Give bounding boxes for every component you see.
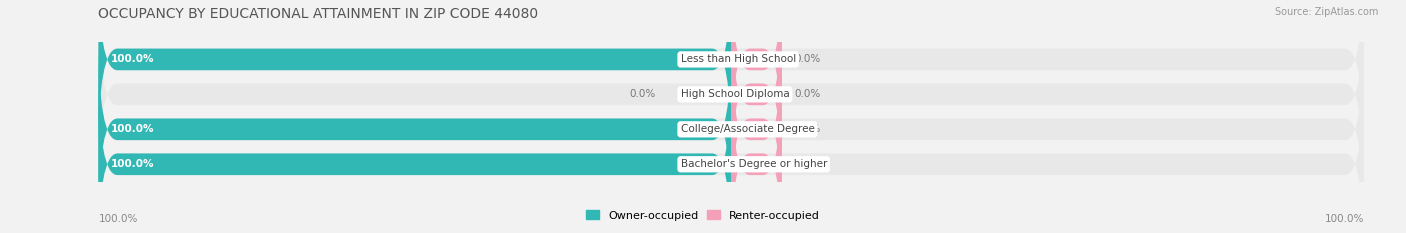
FancyBboxPatch shape: [731, 35, 782, 223]
Text: 100.0%: 100.0%: [1324, 214, 1364, 224]
Text: Bachelor's Degree or higher: Bachelor's Degree or higher: [681, 159, 827, 169]
Text: Source: ZipAtlas.com: Source: ZipAtlas.com: [1274, 7, 1378, 17]
FancyBboxPatch shape: [731, 0, 782, 188]
Text: 0.0%: 0.0%: [794, 89, 821, 99]
Text: OCCUPANCY BY EDUCATIONAL ATTAINMENT IN ZIP CODE 44080: OCCUPANCY BY EDUCATIONAL ATTAINMENT IN Z…: [98, 7, 538, 21]
Text: 0.0%: 0.0%: [794, 55, 821, 64]
FancyBboxPatch shape: [731, 70, 782, 233]
Text: 0.0%: 0.0%: [794, 124, 821, 134]
Text: 100.0%: 100.0%: [111, 55, 155, 64]
FancyBboxPatch shape: [98, 35, 731, 223]
Text: High School Diploma: High School Diploma: [681, 89, 789, 99]
FancyBboxPatch shape: [98, 0, 1364, 153]
Text: 0.0%: 0.0%: [628, 89, 655, 99]
FancyBboxPatch shape: [731, 0, 782, 153]
Text: 100.0%: 100.0%: [111, 159, 155, 169]
Text: 100.0%: 100.0%: [98, 214, 138, 224]
FancyBboxPatch shape: [98, 0, 731, 153]
FancyBboxPatch shape: [98, 70, 1364, 233]
FancyBboxPatch shape: [98, 0, 1364, 188]
Text: College/Associate Degree: College/Associate Degree: [681, 124, 814, 134]
Legend: Owner-occupied, Renter-occupied: Owner-occupied, Renter-occupied: [581, 206, 825, 225]
FancyBboxPatch shape: [98, 35, 1364, 223]
Text: 100.0%: 100.0%: [111, 124, 155, 134]
Text: Less than High School: Less than High School: [681, 55, 796, 64]
FancyBboxPatch shape: [98, 70, 731, 233]
Text: 0.0%: 0.0%: [794, 159, 821, 169]
